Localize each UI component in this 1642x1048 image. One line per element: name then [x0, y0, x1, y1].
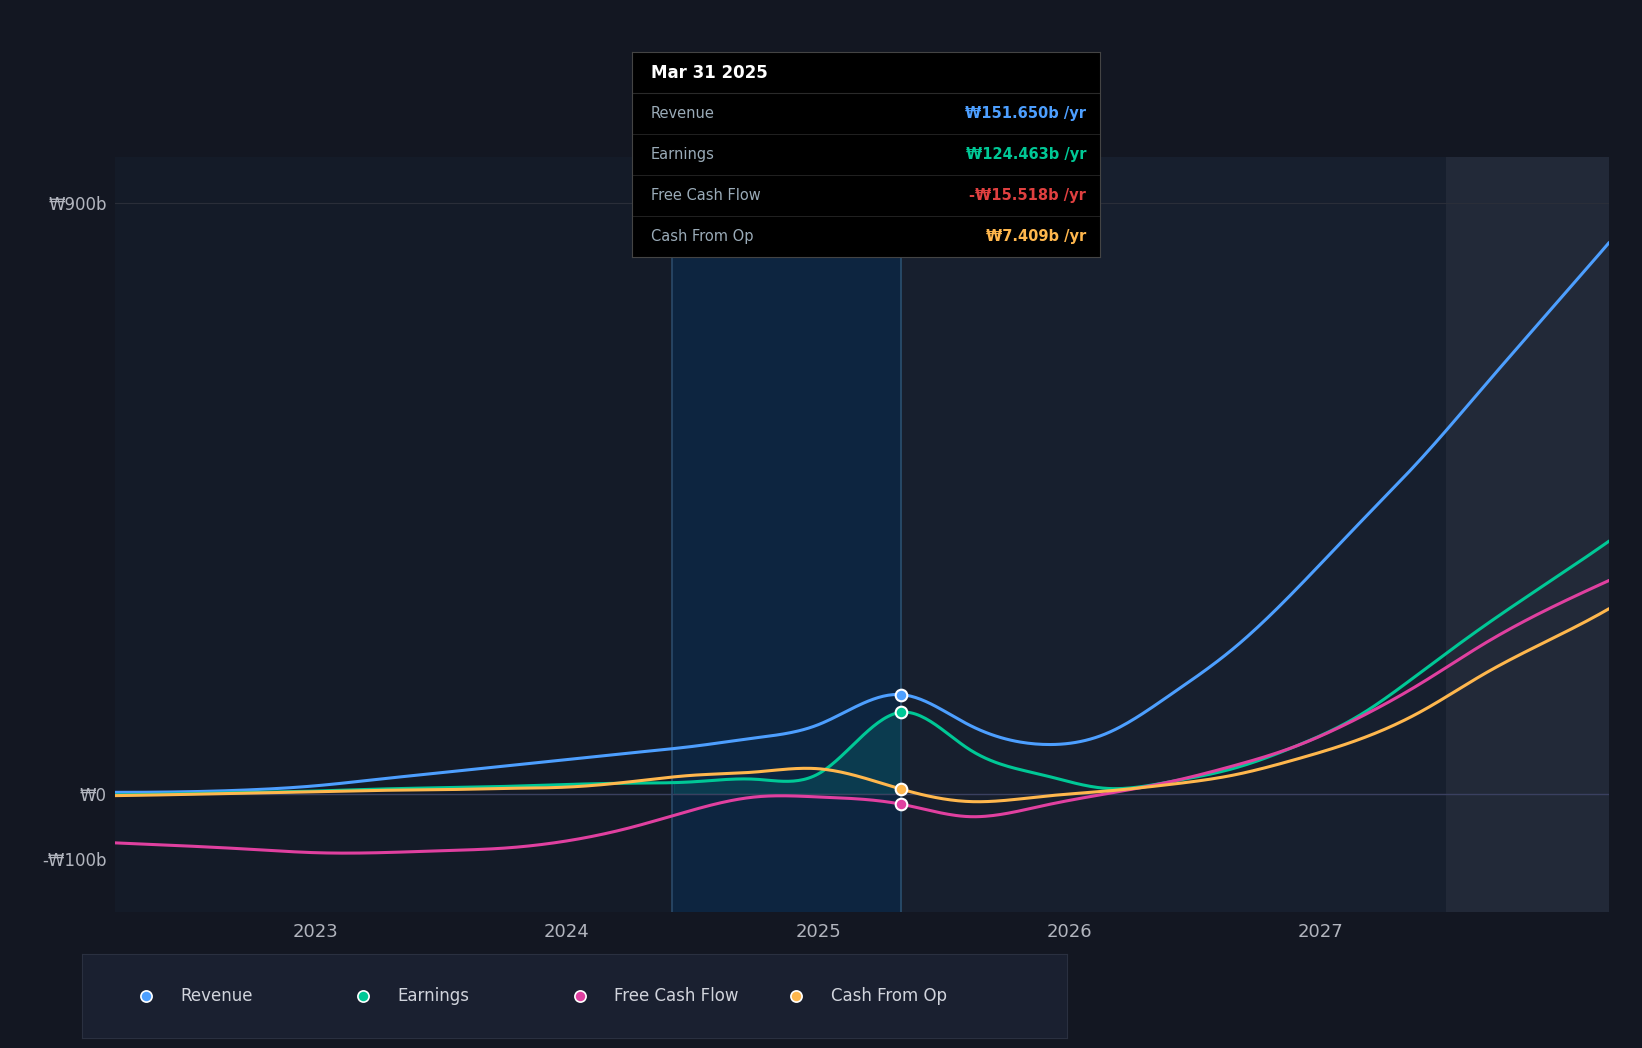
- Text: Revenue: Revenue: [181, 986, 253, 1005]
- Point: [888, 795, 915, 812]
- Bar: [901, 157, 1609, 912]
- Bar: [673, 157, 901, 912]
- Point: [350, 987, 376, 1004]
- Text: Earnings: Earnings: [397, 986, 470, 1005]
- Text: ₩151.650b /yr: ₩151.650b /yr: [965, 106, 1085, 122]
- Text: Free Cash Flow: Free Cash Flow: [614, 986, 739, 1005]
- Text: Earnings: Earnings: [650, 147, 714, 162]
- Text: Cash From Op: Cash From Op: [831, 986, 947, 1005]
- Text: Analysts Forecasts: Analysts Forecasts: [906, 128, 1074, 146]
- Point: [888, 781, 915, 798]
- Point: [888, 704, 915, 721]
- Text: Past: Past: [631, 128, 667, 146]
- Text: Cash From Op: Cash From Op: [650, 228, 754, 244]
- Text: Free Cash Flow: Free Cash Flow: [650, 188, 760, 203]
- Text: ₩124.463b /yr: ₩124.463b /yr: [965, 147, 1085, 162]
- Point: [566, 987, 593, 1004]
- Point: [888, 686, 915, 703]
- Text: ₩7.409b /yr: ₩7.409b /yr: [985, 228, 1085, 244]
- Bar: [1447, 157, 1609, 912]
- Text: -₩15.518b /yr: -₩15.518b /yr: [969, 188, 1085, 203]
- Text: Mar 31 2025: Mar 31 2025: [650, 64, 768, 82]
- Point: [133, 987, 159, 1004]
- Text: Revenue: Revenue: [650, 106, 714, 122]
- Point: [783, 987, 810, 1004]
- Bar: [115, 157, 673, 912]
